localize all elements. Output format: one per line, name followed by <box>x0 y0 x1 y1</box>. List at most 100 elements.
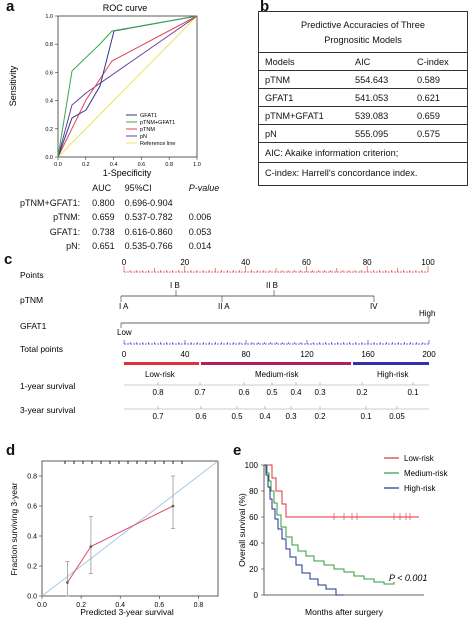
points-tick-label: 40 <box>241 258 250 267</box>
risk-label-medium: Medium-risk <box>255 370 300 379</box>
nomogram-row-3yr: 3-year survival <box>20 405 75 415</box>
legend-medium-risk: Medium-risk <box>404 469 449 478</box>
survival-1yr-tick-label: 0.4 <box>290 388 302 397</box>
survival-ytick: 0 <box>254 591 259 600</box>
nomogram-row-total-points: Total points <box>20 344 63 354</box>
roc-xtick-label: 0.4 <box>110 162 118 168</box>
survival-3yr-tick-label: 0.3 <box>285 412 297 421</box>
row-label: GFAT1: <box>49 226 81 237</box>
roc-legend-pn: pN <box>140 134 147 140</box>
model-name: GFAT1 <box>265 92 294 103</box>
nomogram-row-points: Points <box>20 270 44 280</box>
panel-label-c: c <box>4 251 13 268</box>
total-tick-label: 160 <box>361 350 375 359</box>
model-name: pTNM+GFAT1 <box>265 110 324 121</box>
survival-curve-high-risk <box>264 464 344 596</box>
roc-xtick-label: 0.6 <box>138 162 146 168</box>
survival-1yr-tick-label: 0.5 <box>266 388 278 397</box>
points-tick-label: 20 <box>180 258 189 267</box>
calibration-point <box>171 504 175 508</box>
roc-legend-ptnm-gfat1: pTNM+GFAT1 <box>140 120 175 126</box>
survival-1yr-tick-label: 0.8 <box>152 388 164 397</box>
accuracy-title: Predictive Accuracies of Three Prognosit… <box>259 12 467 53</box>
calibration-ideal-line <box>41 460 219 597</box>
roc-ytick-label: 1.0 <box>45 14 53 20</box>
ptnm-label-iia: II A <box>218 302 230 311</box>
panel-label-d: d <box>6 442 16 459</box>
cindex-value: 0.659 <box>417 110 440 121</box>
table-row: pTNM 554.643 0.589 <box>259 71 467 89</box>
roc-xtick-label: 0.8 <box>165 162 173 168</box>
points-tick-label: 100 <box>421 258 435 267</box>
panel-label-a: a <box>6 0 15 15</box>
table-row: pTNM: 0.659 0.537-0.782 0.006 <box>18 210 221 225</box>
calibration-xtick-label: 0.6 <box>154 602 164 609</box>
calibration-ytick-label: 0.8 <box>27 474 37 481</box>
roc-curve-ptnm <box>57 15 198 158</box>
nomogram: Points pTNM GFAT1 Total points 1-year su… <box>20 258 436 421</box>
total-tick-label: 0 <box>122 350 127 359</box>
table-row: GFAT1 541.053 0.621 <box>259 89 467 107</box>
calibration-ytick-label: 0.6 <box>27 504 37 511</box>
roc-xtick-label: 0.0 <box>54 162 62 168</box>
pvalue-header: P-value <box>188 183 220 194</box>
survival-curve-low-risk <box>264 464 419 518</box>
calibration-xtick-label: 0.2 <box>76 602 86 609</box>
risk-band-low <box>124 362 199 365</box>
roc-curve-pn <box>57 15 198 158</box>
total-tick-label: 200 <box>422 350 436 359</box>
roc-xlabel: 1-Specificity <box>103 168 152 178</box>
risk-band-high <box>353 362 429 365</box>
ptnm-label-ia: I A <box>119 302 129 311</box>
model-name: pN <box>265 128 277 139</box>
points-tick-label: 0 <box>122 258 127 267</box>
table-row: pTNM+GFAT1 539.083 0.659 <box>259 107 467 125</box>
survival-3yr-tick-label: 0.6 <box>195 412 207 421</box>
total-tick-label: 40 <box>181 350 190 359</box>
roc-ytick-label: 0.0 <box>45 155 53 161</box>
auc-header: AUC <box>92 183 112 194</box>
survival-3yr-tick-label: 0.05 <box>389 412 405 421</box>
points-tick-label: 80 <box>363 258 372 267</box>
calibration-ylabel: Fraction surviving 3-year <box>9 482 19 575</box>
roc-ytick-label: 0.8 <box>45 42 53 48</box>
cindex-value: 0.575 <box>417 128 440 139</box>
calibration-point <box>89 545 93 548</box>
auc-header-row: AUC 95%CI P-value <box>18 181 221 196</box>
ci-value: 0.616-0.860 <box>124 226 173 237</box>
nomogram-row-ptnm: pTNM <box>20 295 43 305</box>
table-row: GFAT1: 0.738 0.616-0.860 0.053 <box>18 225 221 240</box>
roc-xtick-label: 0.2 <box>82 162 90 168</box>
survival-3yr-tick-label: 0.7 <box>152 412 164 421</box>
survival-ytick: 20 <box>249 565 258 574</box>
calibration-point <box>66 581 69 584</box>
low-risk-censor-marks <box>333 513 411 520</box>
roc-chart: ROC curve 0.00.0 0.2 0.2 0.4 0.4 0.6 0.6 0.8 0.8… <box>8 3 201 178</box>
accuracy-title-line2: Prognositic Models <box>324 35 402 45</box>
ci-value: 0.696-0.904 <box>124 197 173 208</box>
roc-ytick-label: 0.2 <box>45 127 53 133</box>
p-value: 0.053 <box>188 226 212 237</box>
calibration-xtick-label: 0.4 <box>115 602 125 609</box>
survival-3yr-tick-label: 0.5 <box>231 412 243 421</box>
models-header: Models <box>265 56 295 67</box>
accuracy-footnote-cindex: C-index: Harrell's concordance index. <box>265 167 418 178</box>
accuracy-header-row: Models AIC C-index <box>259 53 467 71</box>
total-tick-label: 120 <box>300 350 314 359</box>
calibration-xtick-label: 0.8 <box>194 602 204 609</box>
row-label: pTNM+GFAT1: <box>20 197 81 208</box>
legend-high-risk: High-risk <box>404 484 437 493</box>
aic-value: 555.095 <box>355 128 389 139</box>
roc-ytick-label: 0.4 <box>45 99 53 105</box>
cindex-header: C-index <box>417 56 449 67</box>
cindex-value: 0.589 <box>417 74 440 85</box>
survival-ytick: 80 <box>249 487 258 496</box>
ci-header: 95%CI <box>124 183 152 194</box>
calibration-plot-frame <box>41 460 219 597</box>
nomogram-row-gfat1: GFAT1 <box>20 321 47 331</box>
roc-ylabel: Sensitivity <box>8 65 18 106</box>
points-tick-label: 60 <box>302 258 311 267</box>
aic-value: 539.083 <box>355 110 389 121</box>
calibration-observed-line <box>67 505 174 583</box>
auc-value: 0.651 <box>92 241 115 252</box>
